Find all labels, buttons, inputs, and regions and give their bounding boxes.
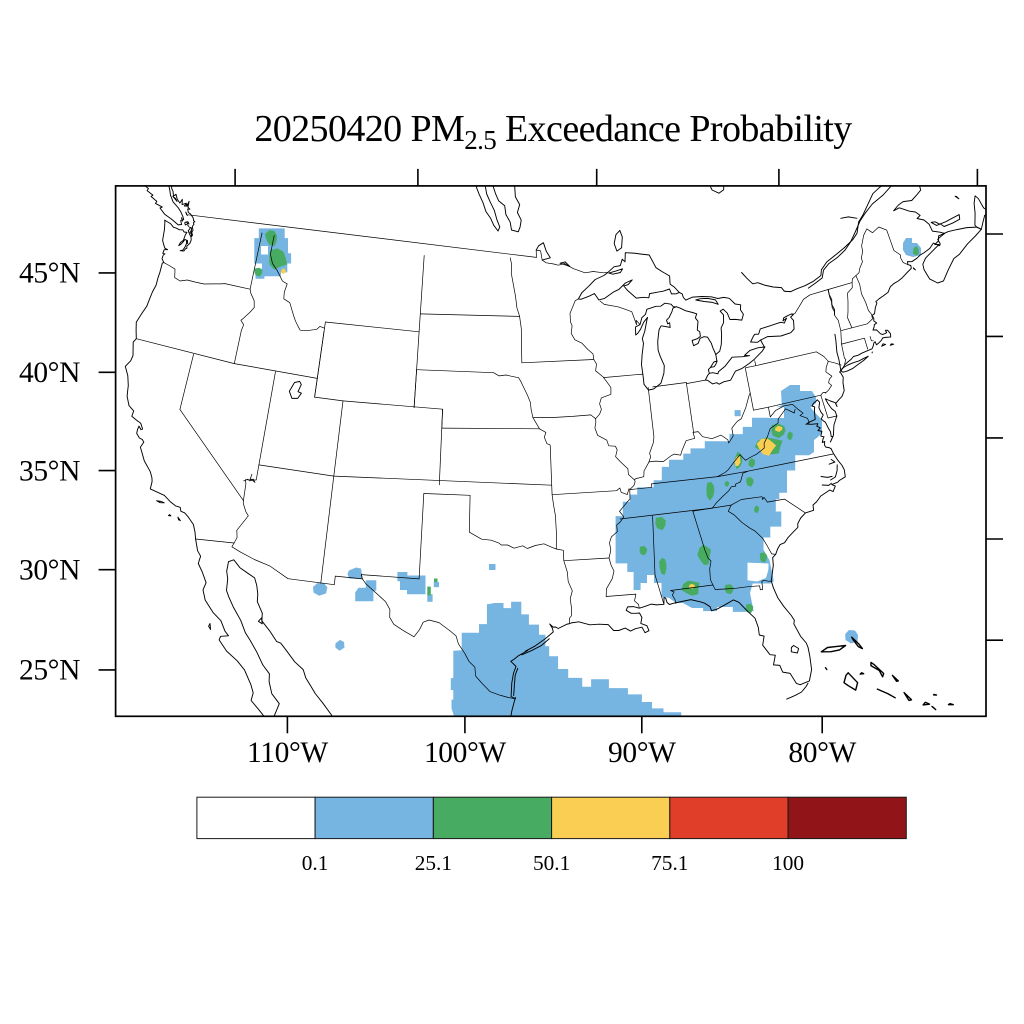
svg-text:100: 100 bbox=[772, 851, 804, 875]
svg-text:40°N: 40°N bbox=[19, 357, 80, 389]
svg-text:50.1: 50.1 bbox=[533, 851, 570, 875]
svg-text:35°N: 35°N bbox=[19, 455, 80, 487]
svg-text:80°W: 80°W bbox=[788, 737, 856, 769]
svg-text:75.1: 75.1 bbox=[651, 851, 688, 875]
svg-text:20250420 PM2.5 Exceedance Prob: 20250420 PM2.5 Exceedance Probability bbox=[254, 108, 852, 155]
svg-text:45°N: 45°N bbox=[19, 258, 80, 290]
svg-text:25.1: 25.1 bbox=[415, 851, 452, 875]
svg-text:0.1: 0.1 bbox=[302, 851, 329, 875]
svg-text:25°N: 25°N bbox=[19, 655, 80, 687]
svg-text:90°W: 90°W bbox=[608, 737, 676, 769]
svg-text:30°N: 30°N bbox=[19, 555, 80, 587]
svg-text:100°W: 100°W bbox=[424, 737, 506, 769]
svg-text:110°W: 110°W bbox=[247, 737, 328, 769]
